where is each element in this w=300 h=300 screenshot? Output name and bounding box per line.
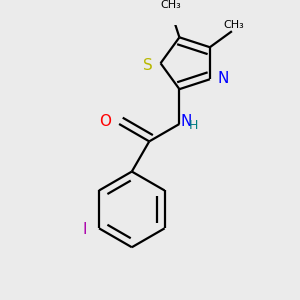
Text: CH₃: CH₃ bbox=[160, 0, 182, 10]
Text: O: O bbox=[100, 114, 112, 129]
Text: H: H bbox=[188, 119, 198, 132]
Text: N: N bbox=[181, 114, 192, 129]
Text: S: S bbox=[143, 58, 153, 73]
Text: I: I bbox=[82, 222, 87, 237]
Text: CH₃: CH₃ bbox=[223, 20, 244, 29]
Text: N: N bbox=[218, 71, 229, 86]
